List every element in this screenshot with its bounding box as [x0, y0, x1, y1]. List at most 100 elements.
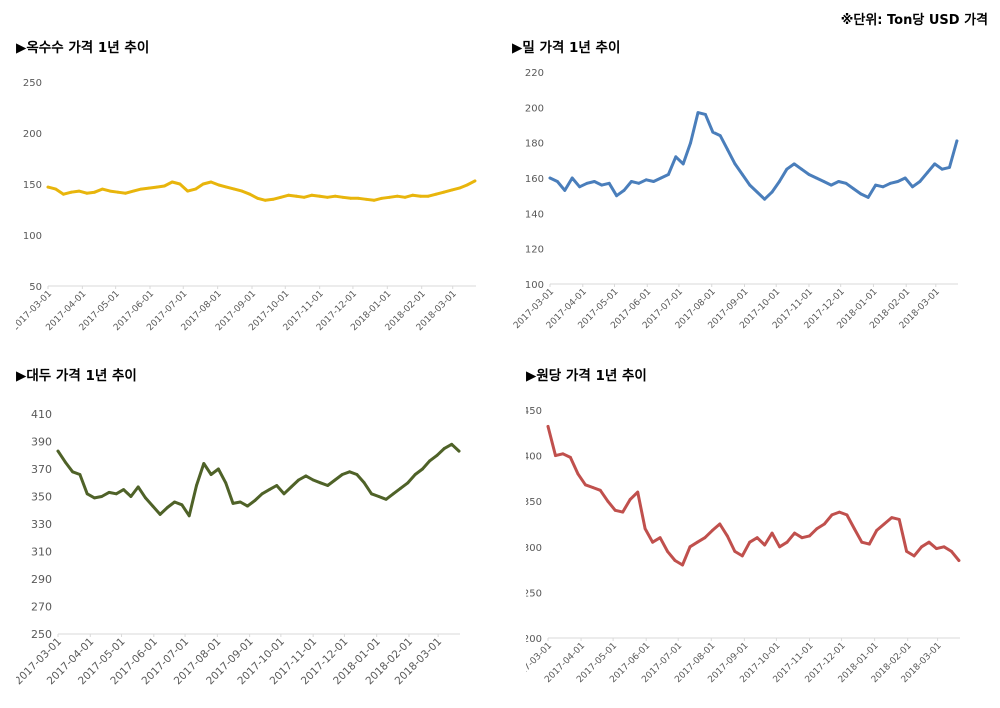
data-point	[815, 176, 818, 180]
data-point	[554, 454, 557, 457]
data-point	[341, 195, 345, 199]
data-point	[458, 186, 461, 190]
data-point	[370, 492, 373, 496]
data-point	[889, 181, 892, 185]
data-point	[874, 183, 877, 187]
data-point	[275, 484, 279, 487]
data-point	[822, 180, 826, 183]
data-point	[792, 162, 796, 166]
data-point	[570, 176, 574, 180]
soybean-chart-title: ▶대두 가격 1년 추이	[16, 368, 137, 384]
data-point	[139, 187, 143, 191]
data-point	[349, 196, 353, 200]
data-point	[426, 194, 430, 198]
data-point	[163, 184, 166, 188]
data-point	[442, 190, 446, 194]
y-tick-label: 220	[525, 68, 544, 79]
data-point	[260, 492, 264, 496]
data-point	[681, 563, 684, 567]
data-point	[838, 510, 841, 514]
data-point	[621, 510, 625, 514]
data-point	[151, 504, 155, 508]
data-point	[69, 190, 73, 194]
data-point	[78, 473, 82, 476]
data-point	[711, 529, 714, 532]
data-point	[186, 189, 190, 193]
data-point	[108, 189, 112, 193]
series-line	[46, 179, 477, 202]
y-tick-label: 200	[526, 634, 542, 645]
data-point	[636, 490, 640, 494]
data-point	[935, 547, 938, 550]
data-point	[778, 545, 781, 549]
data-point	[556, 180, 559, 183]
data-point	[659, 176, 663, 180]
data-point	[615, 194, 618, 198]
data-point	[569, 456, 572, 459]
data-point	[674, 155, 678, 159]
data-point	[666, 550, 669, 553]
data-point	[443, 447, 446, 450]
data-point	[348, 470, 351, 474]
data-point	[158, 513, 162, 516]
data-point	[372, 198, 376, 202]
data-point	[302, 195, 306, 199]
data-point	[606, 499, 610, 503]
data-point	[770, 531, 774, 535]
data-point	[897, 518, 901, 521]
data-point	[238, 500, 242, 504]
data-point	[419, 194, 422, 198]
data-point	[380, 196, 384, 200]
data-point	[465, 183, 469, 187]
data-point	[948, 166, 951, 169]
y-tick-label: 120	[525, 245, 544, 256]
data-point	[63, 460, 67, 464]
data-point	[318, 194, 322, 198]
data-point	[100, 187, 104, 191]
y-tick-label: 140	[525, 209, 544, 220]
data-point	[852, 187, 855, 191]
data-point	[644, 178, 648, 182]
data-point	[268, 488, 271, 491]
y-tick-label: 270	[31, 601, 52, 614]
data-point	[643, 527, 647, 530]
data-point	[217, 183, 221, 187]
data-point	[940, 167, 944, 171]
data-point	[607, 181, 611, 185]
data-point	[100, 495, 104, 498]
sugar-chart-title: ▶원당 가격 1년 추이	[526, 368, 647, 384]
data-point	[925, 171, 929, 175]
data-point	[411, 193, 415, 197]
y-tick-label: 370	[31, 463, 52, 476]
data-point	[224, 481, 228, 485]
data-point	[85, 492, 89, 496]
data-point	[845, 513, 849, 517]
data-point	[755, 190, 759, 194]
data-point	[54, 187, 58, 191]
data-point	[748, 540, 752, 544]
y-tick-label: 290	[31, 573, 52, 586]
data-point	[911, 185, 914, 189]
data-point	[231, 502, 235, 505]
data-point	[942, 545, 946, 549]
data-point	[391, 492, 395, 496]
data-point	[132, 189, 135, 193]
data-point	[434, 192, 438, 196]
data-point	[173, 500, 177, 504]
data-point	[548, 176, 552, 180]
data-point	[195, 484, 198, 487]
data-point	[793, 531, 796, 535]
data-point	[785, 540, 789, 544]
data-point	[147, 186, 151, 190]
y-tick-label: 350	[526, 497, 542, 508]
data-point	[725, 534, 729, 538]
data-point	[830, 513, 834, 517]
data-point	[155, 185, 159, 189]
data-point	[263, 198, 267, 202]
data-point	[546, 425, 550, 428]
data-point	[823, 522, 826, 526]
data-point	[450, 442, 454, 446]
data-point	[304, 474, 308, 478]
data-point	[209, 473, 213, 476]
y-tick-label: 300	[526, 543, 542, 554]
